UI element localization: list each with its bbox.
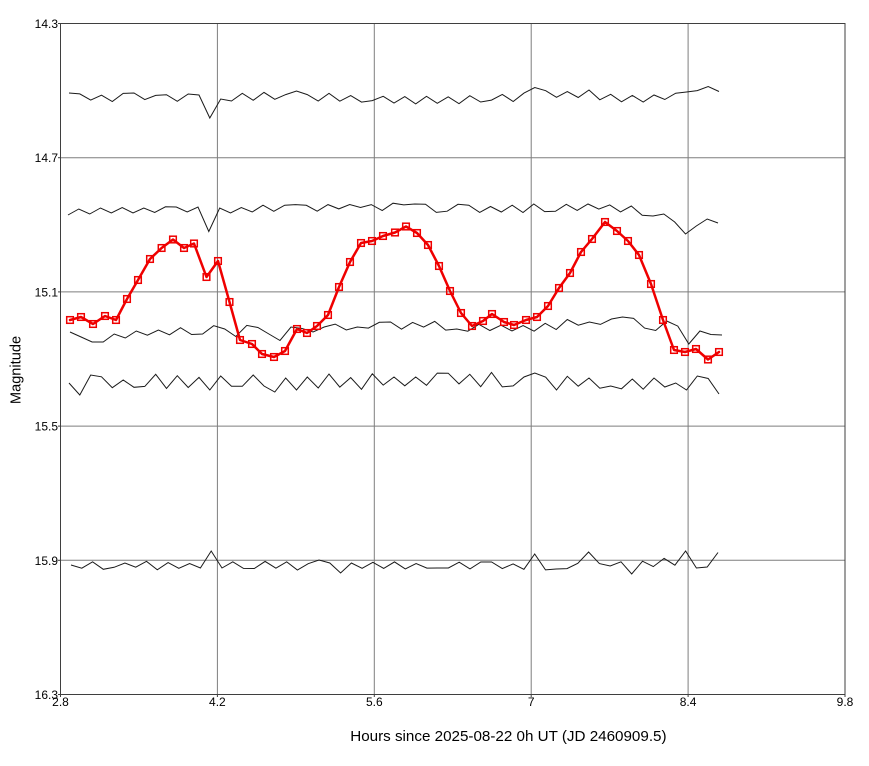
svg-text:7: 7 <box>528 695 535 709</box>
svg-text:14.7: 14.7 <box>35 151 59 165</box>
svg-text:16.3: 16.3 <box>35 688 59 702</box>
svg-text:Magnitude: Magnitude <box>9 336 25 404</box>
svg-text:15.1: 15.1 <box>35 285 59 299</box>
svg-text:4.2: 4.2 <box>209 695 226 709</box>
svg-text:5.6: 5.6 <box>366 695 383 709</box>
svg-text:9.8: 9.8 <box>837 695 854 709</box>
svg-text:15.5: 15.5 <box>35 420 59 434</box>
svg-text:15.9: 15.9 <box>35 554 59 568</box>
svg-text:8.4: 8.4 <box>680 695 697 709</box>
svg-text:Hours since 2025-08-22 0h UT (: Hours since 2025-08-22 0h UT (JD 2460909… <box>350 728 666 745</box>
svg-text:2.8: 2.8 <box>52 695 69 709</box>
svg-text:14.3: 14.3 <box>35 17 59 31</box>
